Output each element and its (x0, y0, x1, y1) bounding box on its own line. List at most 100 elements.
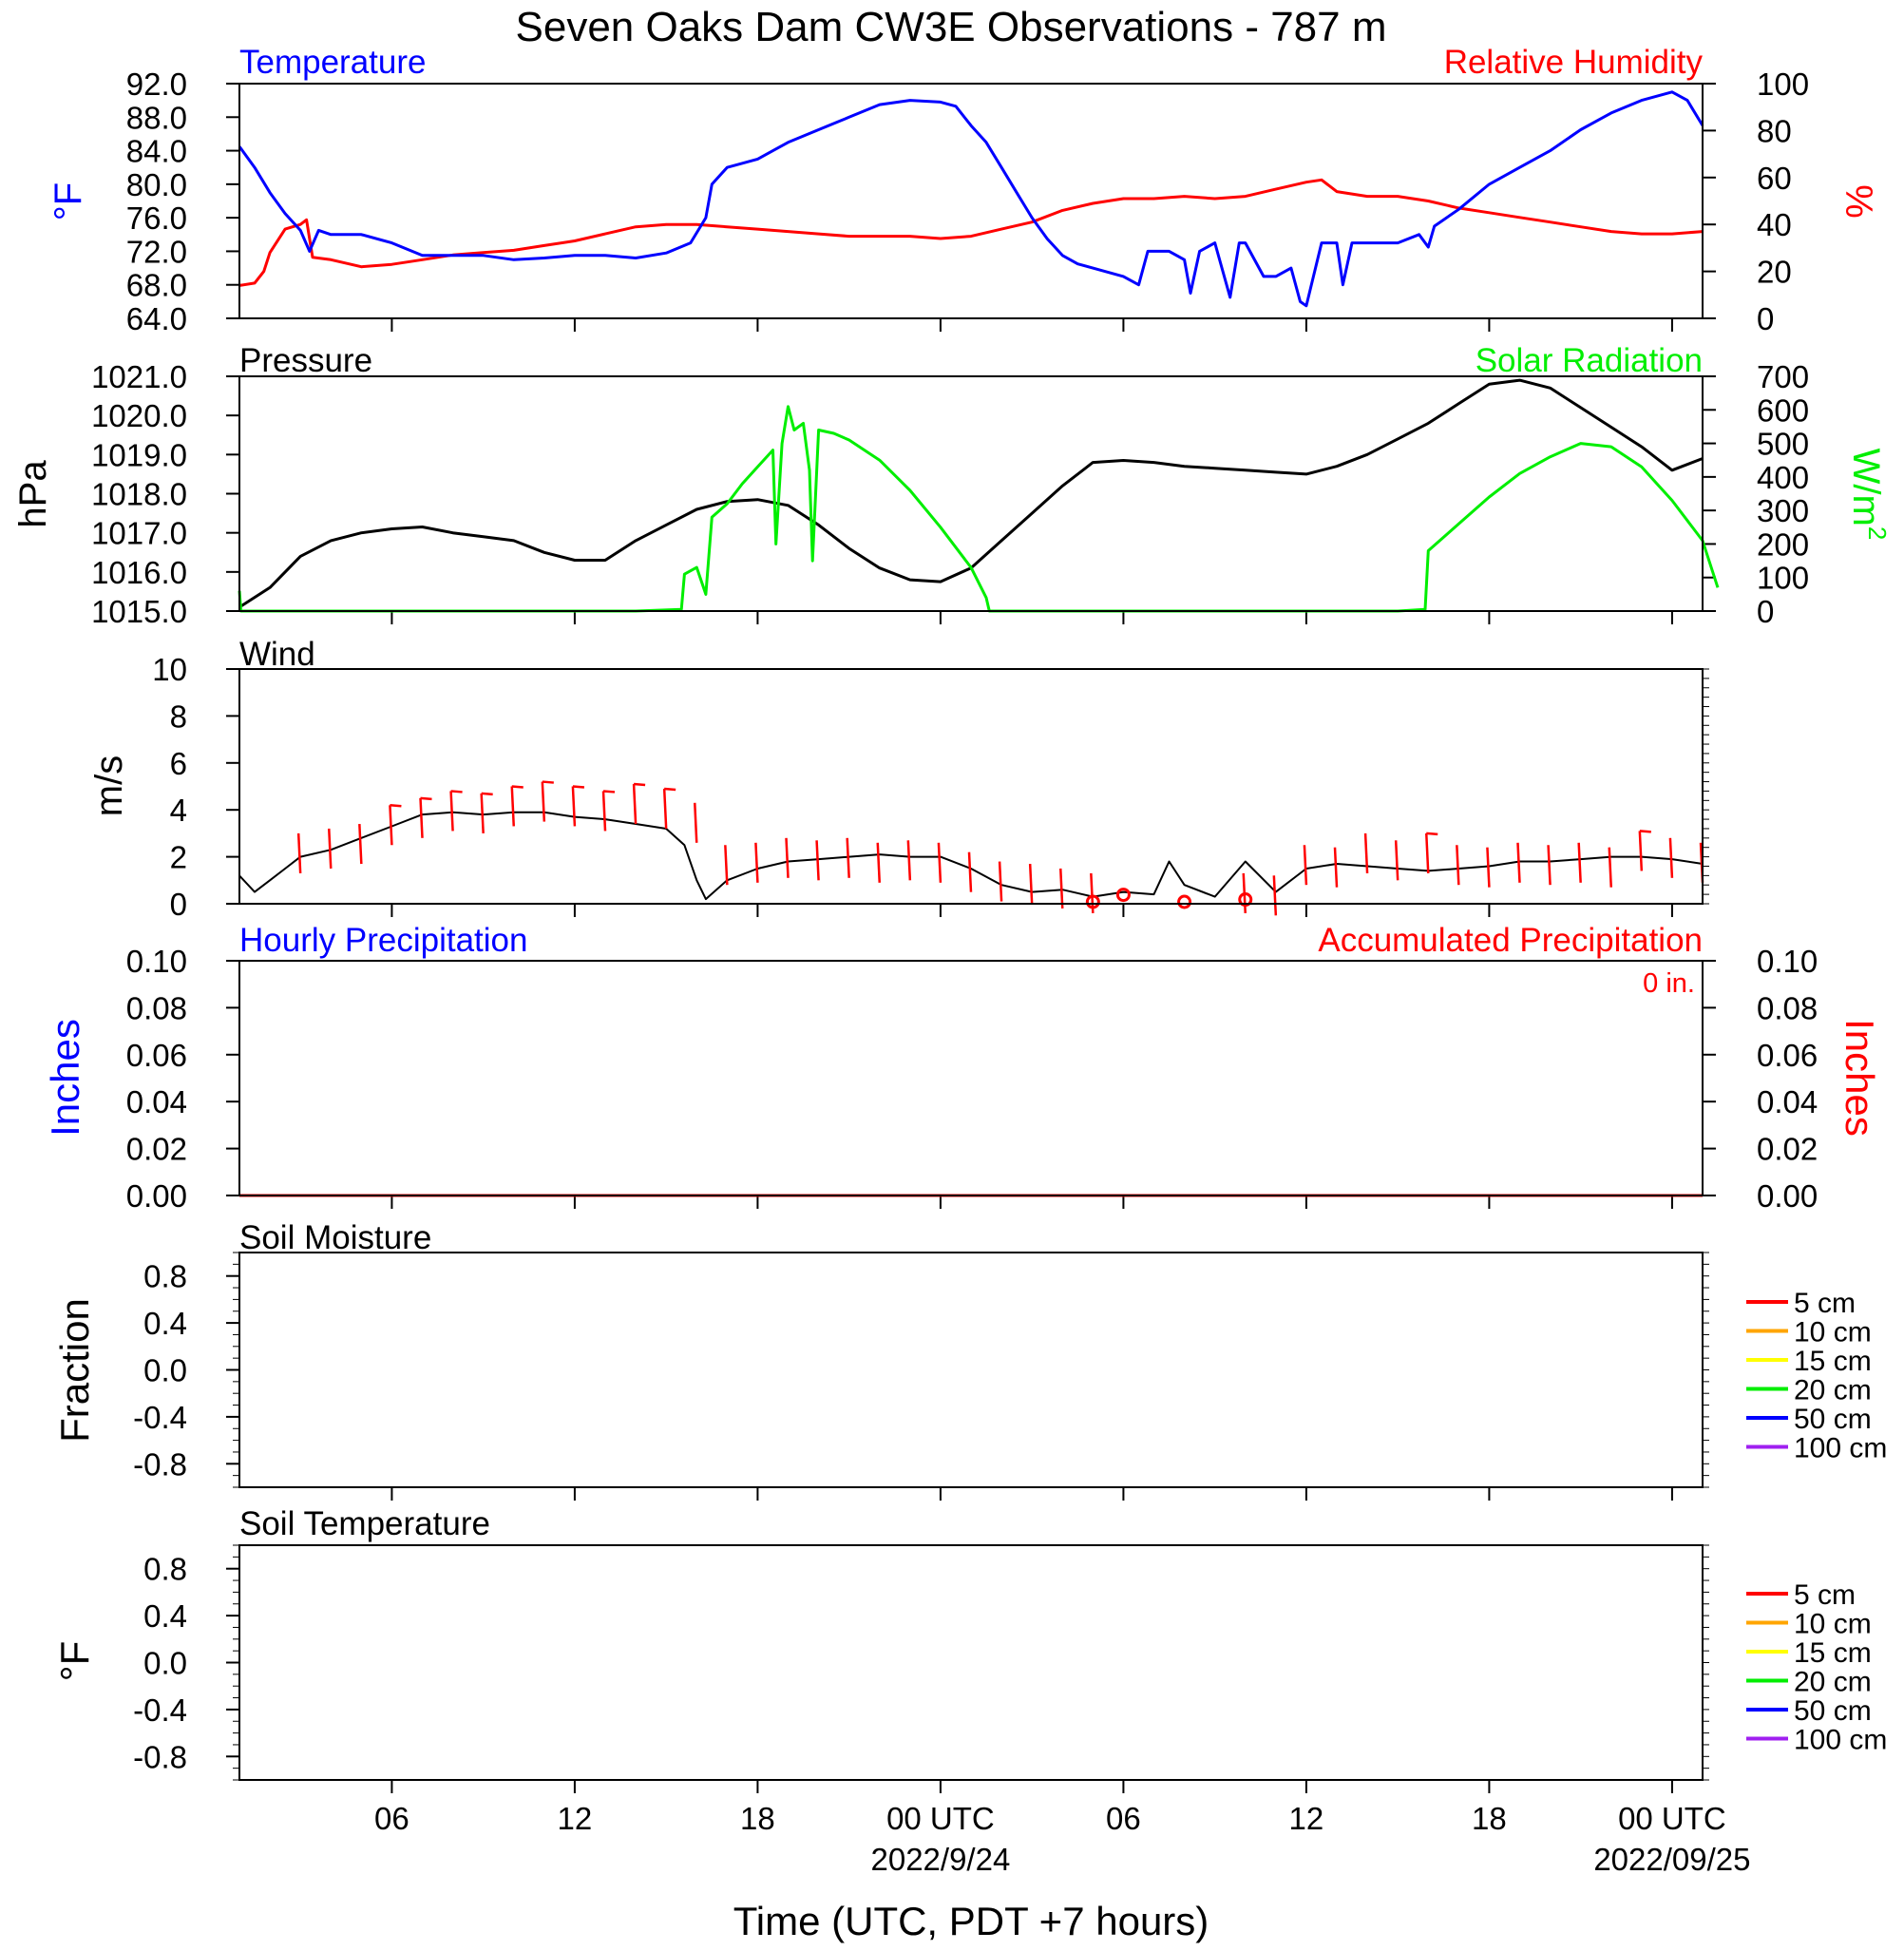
wind-barb (480, 793, 485, 833)
pressure-title: Pressure (239, 342, 372, 379)
x-tick-label: 06 (1106, 1801, 1141, 1836)
soil-moisture-unit: Fraction (52, 1298, 97, 1443)
x-tick-label: 12 (1289, 1801, 1324, 1836)
panel-pressure-solar: Pressure Solar Radiation hPa W/m2 1021.0… (12, 342, 1892, 629)
wind-barb (296, 832, 302, 873)
soil-moisture-axis: 0.8 0.4 0.0 -0.4 -0.8 (133, 1252, 239, 1488)
wind-barb (1363, 832, 1369, 873)
legend-label: 50 cm (1794, 1695, 1872, 1727)
y-tick-label: 20 (1757, 255, 1792, 290)
y-tick-label: 0 (170, 887, 187, 922)
hourly-precip-axis: 0.10 0.08 0.06 0.04 0.02 0.00 (126, 944, 239, 1214)
y-tick-label: 92.0 (126, 67, 187, 102)
wind-barb-flag (1639, 830, 1651, 833)
y-tick-label: 64.0 (126, 301, 187, 336)
y-tick-label: -0.8 (133, 1446, 187, 1482)
y-tick-label: 84.0 (126, 134, 187, 169)
wind-barb (998, 861, 1003, 902)
legend-label: 50 cm (1794, 1404, 1872, 1435)
solar-unit: W/m2 (1845, 449, 1892, 541)
plot-frame (238, 375, 1704, 612)
wind-barb (571, 786, 577, 827)
calm-marker (1177, 894, 1192, 909)
y-tick-label: 0.10 (1757, 944, 1818, 979)
legend-label: 5 cm (1794, 1579, 1856, 1611)
wind-barb (1486, 847, 1491, 888)
solar-line (238, 405, 1720, 613)
wind-barb (906, 840, 912, 881)
wind-barb (1456, 845, 1460, 886)
wind-barb-flag (542, 780, 554, 784)
y-tick-label: 0.06 (126, 1038, 187, 1073)
wind-barb (754, 842, 759, 883)
hourly-precip-title: Hourly Precipitation (239, 922, 527, 959)
humidity-line (238, 178, 1704, 287)
y-tick-label: 40 (1757, 207, 1792, 242)
legend-label: 100 cm (1794, 1725, 1887, 1756)
wind-barb (632, 783, 638, 825)
x-tick-label: 00 UTC (886, 1801, 995, 1836)
wind-barb (694, 802, 698, 843)
y-tick-label: 1017.0 (91, 516, 187, 551)
y-tick-label: 76.0 (126, 201, 187, 236)
y-tick-label: 4 (170, 793, 187, 828)
y-tick-label: 0.0 (143, 1646, 187, 1681)
wind-barb-flag (420, 796, 432, 801)
panel-precipitation: Hourly Precipitation Accumulated Precipi… (43, 922, 1882, 1214)
y-tick-label: 80.0 (126, 167, 187, 202)
soil-temperature-title: Soil Temperature (239, 1505, 490, 1542)
calm-marker (1238, 892, 1253, 908)
panel-soil-temperature: Soil Temperature °F 0.8 0.4 0.0 -0.4 -0.8 5 … (52, 1505, 1887, 1793)
y-tick-label: 500 (1757, 427, 1809, 462)
legend-label: 10 cm (1794, 1609, 1872, 1640)
y-tick-label: 6 (170, 746, 187, 781)
wind-barb (419, 797, 424, 838)
wind-barb (328, 828, 333, 870)
legend-label: 10 cm (1794, 1317, 1872, 1348)
y-tick-label: 0.4 (143, 1306, 187, 1341)
temperature-title: Temperature (239, 44, 426, 81)
y-tick-label: 700 (1757, 359, 1809, 394)
y-tick-label: 1021.0 (91, 359, 187, 394)
wind-barb-flag (633, 782, 646, 787)
legend-label: 100 cm (1794, 1433, 1887, 1464)
wind-barb (1668, 837, 1674, 878)
pressure-line (238, 378, 1704, 609)
y-tick-label: 2 (170, 840, 187, 875)
wind-speed-line (238, 811, 1704, 901)
x-date-label: 2022/09/25 (1593, 1842, 1750, 1877)
wind-barbs (296, 780, 1704, 916)
x-tick-label: 12 (558, 1801, 593, 1836)
y-tick-label: 0.02 (126, 1132, 187, 1167)
wind-barb-flag (511, 785, 524, 789)
calm-marker (1085, 894, 1100, 909)
y-tick-label: 8 (170, 698, 187, 734)
wind-barb (1425, 832, 1430, 873)
soil-temperature-unit: °F (52, 1641, 97, 1681)
y-tick-label: 60 (1757, 161, 1792, 196)
x-tick-label: 06 (374, 1801, 409, 1836)
wind-barb-flag (390, 804, 402, 808)
y-tick-label: 100 (1757, 561, 1809, 596)
accum-precip-unit: Inches (1837, 1019, 1882, 1137)
y-tick-label: 10 (152, 652, 187, 687)
y-tick-label: 0.4 (143, 1598, 187, 1634)
plot-frame (238, 83, 1704, 319)
calm-markers (1085, 888, 1253, 909)
y-tick-label: 300 (1757, 493, 1809, 528)
wind-barb (1303, 845, 1308, 886)
wind-barb (724, 845, 729, 886)
temperature-axis: 92.088.084.080.076.072.068.064.0 (126, 67, 239, 336)
y-tick-label: -0.4 (133, 1400, 187, 1435)
wind-barb (1547, 845, 1552, 886)
wind-barb (662, 788, 668, 830)
wind-barb (389, 805, 393, 846)
legend-label: 20 cm (1794, 1375, 1872, 1406)
x-axis-label: Time (UTC, PDT +7 hours) (733, 1899, 1209, 1943)
wind-barb (785, 837, 790, 878)
soil-temperature-right-ticks (1703, 1544, 1709, 1781)
y-tick-label: 1019.0 (91, 437, 187, 472)
accum-precip-axis: 0.10 0.08 0.06 0.04 0.02 0.00 (1703, 944, 1818, 1214)
y-tick-label: 0.00 (126, 1178, 187, 1214)
